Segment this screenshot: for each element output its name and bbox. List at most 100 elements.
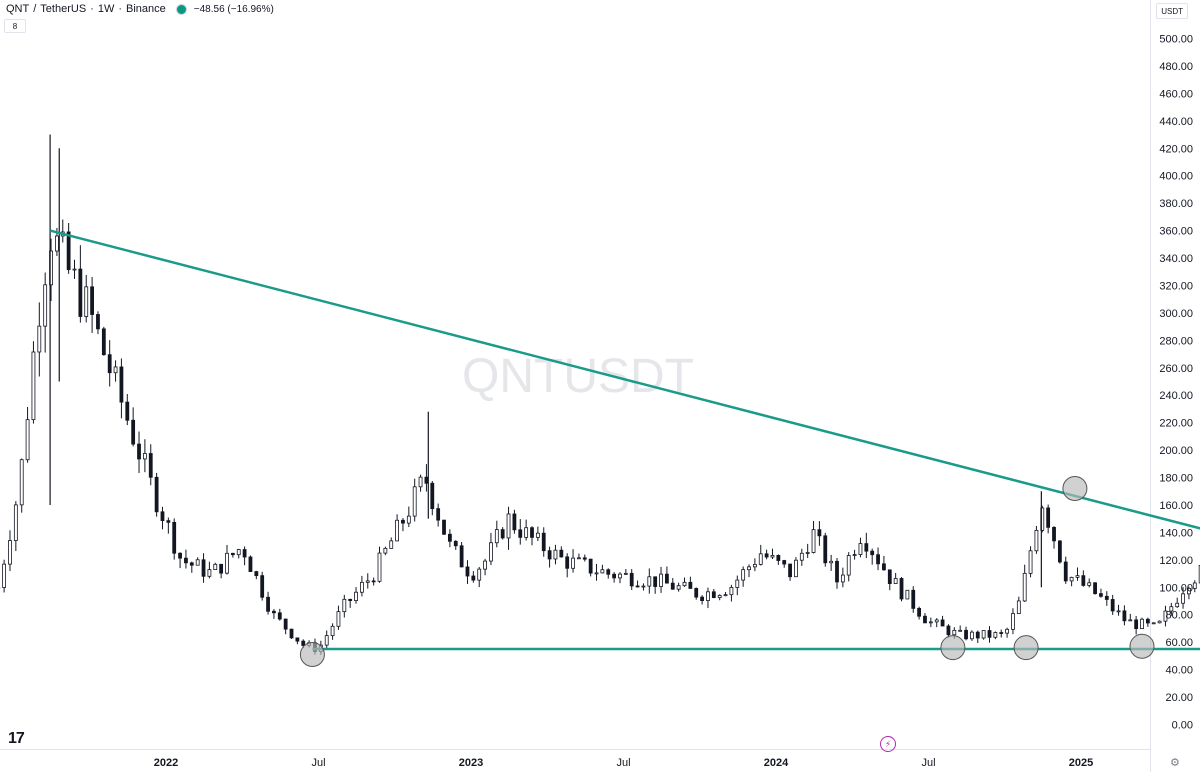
candle-body — [477, 568, 482, 581]
candle-body — [1151, 622, 1156, 625]
y-tick-label: 420.00 — [1159, 143, 1193, 155]
candle-body — [154, 476, 159, 513]
candle-body — [1181, 593, 1185, 604]
candle-body — [923, 615, 927, 624]
drawings-layer: 537.14% — [49, 229, 1200, 668]
candle-body — [882, 563, 886, 571]
settings-icon[interactable]: ⚙ — [1170, 757, 1180, 769]
candle-body — [676, 585, 681, 590]
candle-body — [1169, 606, 1174, 612]
candle-body — [799, 552, 804, 561]
candle-body — [254, 571, 259, 577]
price-axis: 0.00 20.00 40.00 60.00 80.00 100.00 120.00 140.… — [1159, 34, 1193, 732]
candle-body — [395, 519, 399, 542]
symbol-info[interactable]: QNT / TetherUS · 1W · Binance −48.56 (−1… — [6, 3, 274, 15]
candle-body — [1069, 576, 1074, 582]
candle-body — [805, 552, 810, 554]
candle-body — [207, 569, 212, 577]
candle-body — [389, 540, 394, 549]
candle-body — [483, 560, 487, 570]
y-tick-label: 300.00 — [1159, 308, 1193, 320]
y-tick-label: 340.00 — [1159, 253, 1193, 265]
candle-body — [958, 629, 963, 632]
x-tick-label: Jul — [311, 757, 325, 769]
candle-body — [471, 575, 476, 581]
y-tick-label: 460.00 — [1159, 88, 1193, 100]
candle-body — [565, 556, 570, 569]
candle-body — [1063, 561, 1068, 582]
candle-body — [600, 569, 605, 574]
candle-body — [330, 625, 335, 637]
y-tick-label: 40.00 — [1165, 665, 1193, 677]
candle-body — [758, 553, 763, 565]
symbol-name[interactable]: QNT — [6, 3, 30, 15]
candle-body — [764, 553, 769, 558]
touch-point-marker — [1129, 633, 1155, 659]
candle-body — [735, 579, 740, 588]
candle-body — [430, 482, 435, 510]
candle-body — [1011, 613, 1015, 630]
candle-body — [336, 611, 341, 627]
candle-body — [840, 574, 845, 583]
candle-body — [864, 543, 869, 552]
y-tick-label: 60.00 — [1165, 637, 1193, 649]
candle-body — [489, 542, 493, 562]
candle-body — [1081, 575, 1086, 586]
candle-body — [975, 631, 980, 639]
touch-point-marker — [1013, 635, 1039, 661]
candle-body — [811, 529, 816, 553]
y-tick-label: 140.00 — [1159, 527, 1193, 539]
x-tick-label: 2024 — [764, 757, 789, 769]
exchange-label[interactable]: Binance — [126, 3, 166, 15]
candle-body — [201, 559, 206, 577]
candle-body — [870, 550, 875, 556]
y-tick-label: 160.00 — [1159, 500, 1193, 512]
candle-body — [260, 575, 265, 598]
candle-body — [606, 569, 611, 575]
candle-body — [823, 535, 828, 564]
pair-name[interactable]: TetherUS — [40, 3, 87, 15]
candle-body — [178, 552, 182, 559]
descending-trendline — [49, 229, 1200, 530]
candle-body — [1116, 610, 1121, 613]
candle-body — [459, 545, 464, 568]
candle-body — [582, 557, 587, 560]
market-status-icon — [175, 3, 187, 15]
candle-body — [940, 619, 945, 627]
candle-body — [559, 549, 564, 558]
touch-point-marker — [1062, 476, 1088, 502]
candle-body — [682, 581, 687, 587]
candle-body — [670, 582, 675, 590]
currency-selector[interactable]: USDT — [1156, 3, 1188, 19]
interval-label[interactable]: 1W — [97, 3, 115, 15]
candle-body — [19, 459, 24, 506]
candle-body — [887, 569, 892, 584]
candle-body — [101, 328, 106, 356]
candle-body — [360, 581, 364, 593]
lightning-icon[interactable]: ⚡ — [880, 736, 896, 752]
tradingview-logo-icon[interactable]: 17 — [8, 730, 25, 747]
candle-body — [1187, 587, 1191, 595]
candle-body — [1057, 540, 1062, 563]
candle-body — [618, 573, 622, 579]
candle-body — [283, 618, 288, 630]
candle-body — [1163, 610, 1168, 622]
candle-body — [25, 419, 30, 461]
candle-body — [213, 563, 218, 571]
price-change: −48.56 (−16.96%) — [193, 3, 274, 15]
candle-body — [623, 572, 628, 575]
candle-body — [1140, 618, 1144, 629]
candle-body — [1175, 602, 1180, 608]
candle-body — [747, 566, 751, 571]
collapse-indicators-button[interactable]: 8 — [4, 19, 26, 33]
candle-body — [184, 557, 188, 564]
y-tick-label: 380.00 — [1159, 198, 1193, 210]
y-tick-label: 320.00 — [1159, 280, 1193, 292]
x-tick-label: Jul — [616, 757, 630, 769]
candle-body — [612, 573, 617, 579]
y-tick-label: 220.00 — [1159, 418, 1193, 430]
candle-body — [78, 268, 83, 317]
x-tick-label: 2023 — [459, 757, 483, 769]
candle-body — [160, 511, 165, 522]
